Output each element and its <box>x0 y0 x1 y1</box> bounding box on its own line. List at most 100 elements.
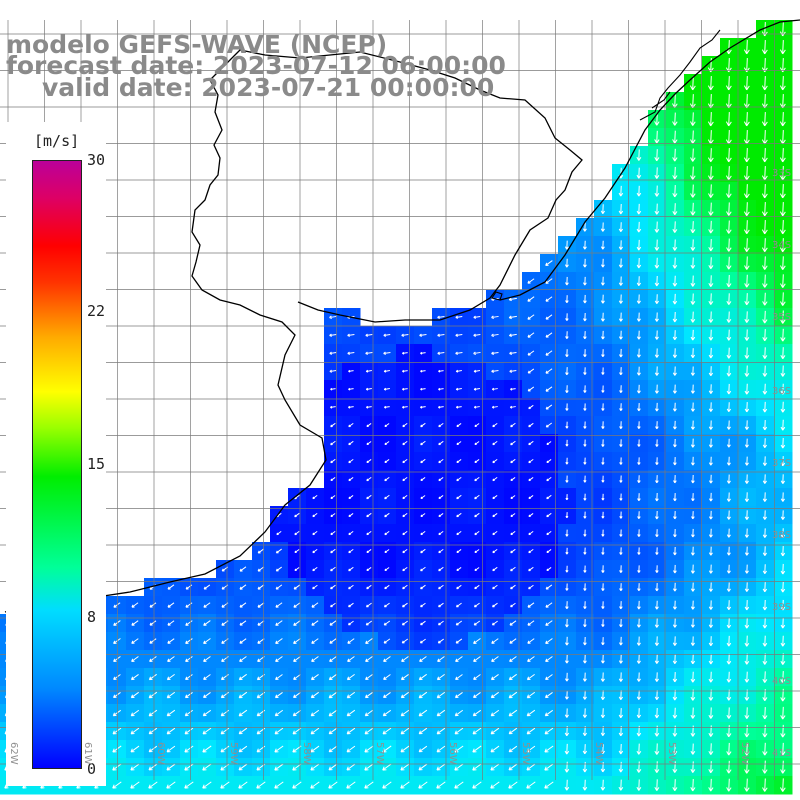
wind-arrow <box>654 600 659 610</box>
wind-arrow <box>601 385 605 393</box>
wind-arrow <box>619 385 623 394</box>
wind-arrow <box>743 202 750 217</box>
wind-arrow <box>672 707 678 719</box>
wind-arrow <box>726 456 731 466</box>
wind-arrow <box>364 745 374 753</box>
wind-arrow <box>673 457 677 466</box>
wind-arrow <box>293 638 301 644</box>
wind-arrow <box>402 513 408 518</box>
wind-arrow <box>437 638 444 644</box>
wind-arrow <box>655 565 659 573</box>
wind-arrow <box>618 743 624 755</box>
wind-arrow <box>401 656 409 662</box>
wind-arrow <box>761 58 768 73</box>
wind-arrow <box>384 423 390 428</box>
wind-arrow <box>690 311 696 323</box>
wind-arrow <box>329 638 337 644</box>
wind-arrow <box>148 763 158 771</box>
wind-arrow <box>220 709 230 717</box>
wind-arrow <box>312 495 318 500</box>
wind-arrow <box>366 476 372 482</box>
wind-arrow <box>708 653 714 665</box>
wind-arrow <box>600 726 606 736</box>
wind-arrow <box>491 620 498 626</box>
wind-arrow <box>167 638 175 644</box>
wind-arrow <box>474 549 480 554</box>
wind-arrow <box>762 329 768 342</box>
wind-arrow <box>636 294 641 304</box>
wind-arrow <box>780 383 786 395</box>
wind-arrow <box>672 112 678 126</box>
wind-arrow <box>637 511 641 520</box>
wind-arrow <box>690 293 696 305</box>
wind-arrow <box>510 387 516 391</box>
wind-arrow <box>474 441 480 446</box>
wind-arrow <box>762 582 768 593</box>
wind-arrow <box>672 689 678 701</box>
wind-arrow <box>565 494 569 501</box>
wind-arrow <box>365 602 372 608</box>
wind-arrow <box>618 779 624 791</box>
wind-arrow <box>366 530 372 536</box>
wind-arrow <box>708 761 714 774</box>
wind-arrow <box>726 778 732 792</box>
wind-arrow <box>779 76 786 91</box>
wind-arrow <box>618 276 623 286</box>
wind-arrow <box>202 763 212 771</box>
wind-arrow <box>583 493 587 501</box>
wind-arrow <box>708 220 714 234</box>
wind-arrow <box>184 763 194 771</box>
wind-arrow <box>618 294 623 304</box>
forecast-date: forecast date: 2023-07-12 06:00:00 <box>6 51 506 80</box>
wind-arrow <box>583 583 587 591</box>
wind-arrow <box>544 692 553 699</box>
wind-arrow <box>619 529 623 537</box>
wind-arrow <box>780 599 786 611</box>
wind-arrow <box>583 312 587 322</box>
wind-arrow <box>708 293 714 305</box>
wind-arrow <box>490 709 500 717</box>
wind-arrow <box>420 548 426 554</box>
wind-arrow <box>743 40 750 55</box>
wind-arrow <box>527 278 535 284</box>
wind-arrow <box>565 618 569 628</box>
wind-arrow <box>690 689 696 701</box>
wind-arrow <box>348 602 354 608</box>
wind-arrow <box>294 567 300 572</box>
wind-arrow <box>565 601 569 610</box>
wind-arrow <box>637 475 641 483</box>
wind-arrow <box>166 673 175 681</box>
wind-arrow <box>600 672 605 682</box>
wind-arrow <box>673 438 677 448</box>
wind-arrow <box>779 220 786 235</box>
wind-arrow <box>726 617 732 629</box>
wind-arrow <box>383 351 391 355</box>
wind-arrow <box>672 275 678 287</box>
wind-arrow <box>328 673 337 681</box>
wind-arrow <box>583 294 587 304</box>
wind-arrow <box>130 709 140 717</box>
wind-arrow <box>455 656 463 662</box>
wind-arrow <box>456 459 462 464</box>
wind-arrow <box>383 674 391 680</box>
wind-arrow <box>655 475 659 484</box>
wind-arrow <box>328 745 338 753</box>
wind-arrow <box>744 256 750 270</box>
wind-arrow <box>528 458 534 464</box>
wind-arrow <box>725 58 732 73</box>
wind-arrow <box>744 742 750 756</box>
lon-label-59w: 59W <box>228 742 239 765</box>
wind-arrow <box>455 387 462 391</box>
wind-arrow <box>744 564 749 574</box>
wind-arrow <box>690 636 695 646</box>
wind-arrow <box>618 240 623 250</box>
wind-arrow <box>510 440 516 446</box>
wind-arrow <box>673 529 677 538</box>
wind-arrow <box>418 709 428 717</box>
valid-date: valid date: 2023-07-21 00:00:00 <box>42 73 495 102</box>
wind-arrow <box>744 671 750 683</box>
wind-arrow <box>565 276 569 286</box>
wind-arrow <box>400 709 410 717</box>
lon-label-57w: 57W <box>374 742 385 765</box>
wind-arrow <box>508 781 518 789</box>
